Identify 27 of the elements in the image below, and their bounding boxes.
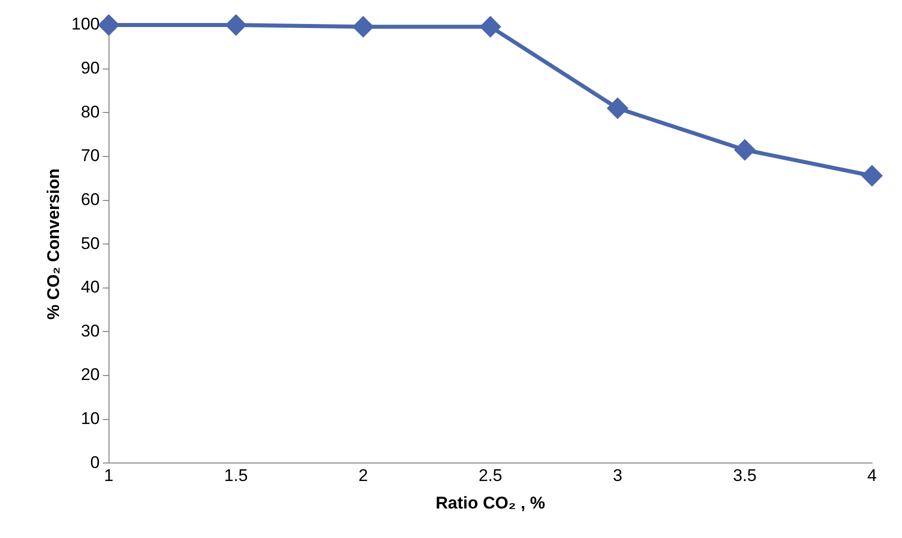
x-tick-label: 4 [867, 466, 877, 486]
x-tick-label: 1 [104, 466, 114, 486]
x-tick-label: 2.5 [478, 466, 502, 486]
y-tick-label: 50 [80, 234, 100, 253]
y-tick-label: 70 [80, 146, 100, 166]
x-tick-label: 3.5 [732, 466, 757, 486]
y-tick-label: 30 [80, 321, 100, 340]
point [480, 16, 500, 37]
y-tick-label: 40 [80, 278, 100, 297]
x-tick-label: 3 [612, 466, 622, 486]
y-tick-label: 100 [71, 14, 100, 34]
y-axis-title: % CO₂ Conversion [44, 168, 63, 320]
point [608, 98, 628, 118]
y-tick-label: 60 [80, 190, 100, 209]
point [353, 16, 374, 37]
y-tick-label: 0 [90, 452, 100, 472]
point [226, 15, 246, 35]
point [734, 140, 755, 160]
y-tick-label: 80 [80, 102, 100, 122]
x-axis-title: Ratio CO₂ , % [436, 493, 546, 512]
x-tick-label: 2 [358, 466, 368, 486]
y-tick-label: 20 [80, 365, 100, 384]
point [98, 15, 119, 35]
point [862, 166, 882, 186]
x-tick-label: 1.5 [224, 466, 248, 486]
y-tick-label: 90 [80, 58, 100, 78]
y-tick-label: 10 [80, 409, 100, 428]
